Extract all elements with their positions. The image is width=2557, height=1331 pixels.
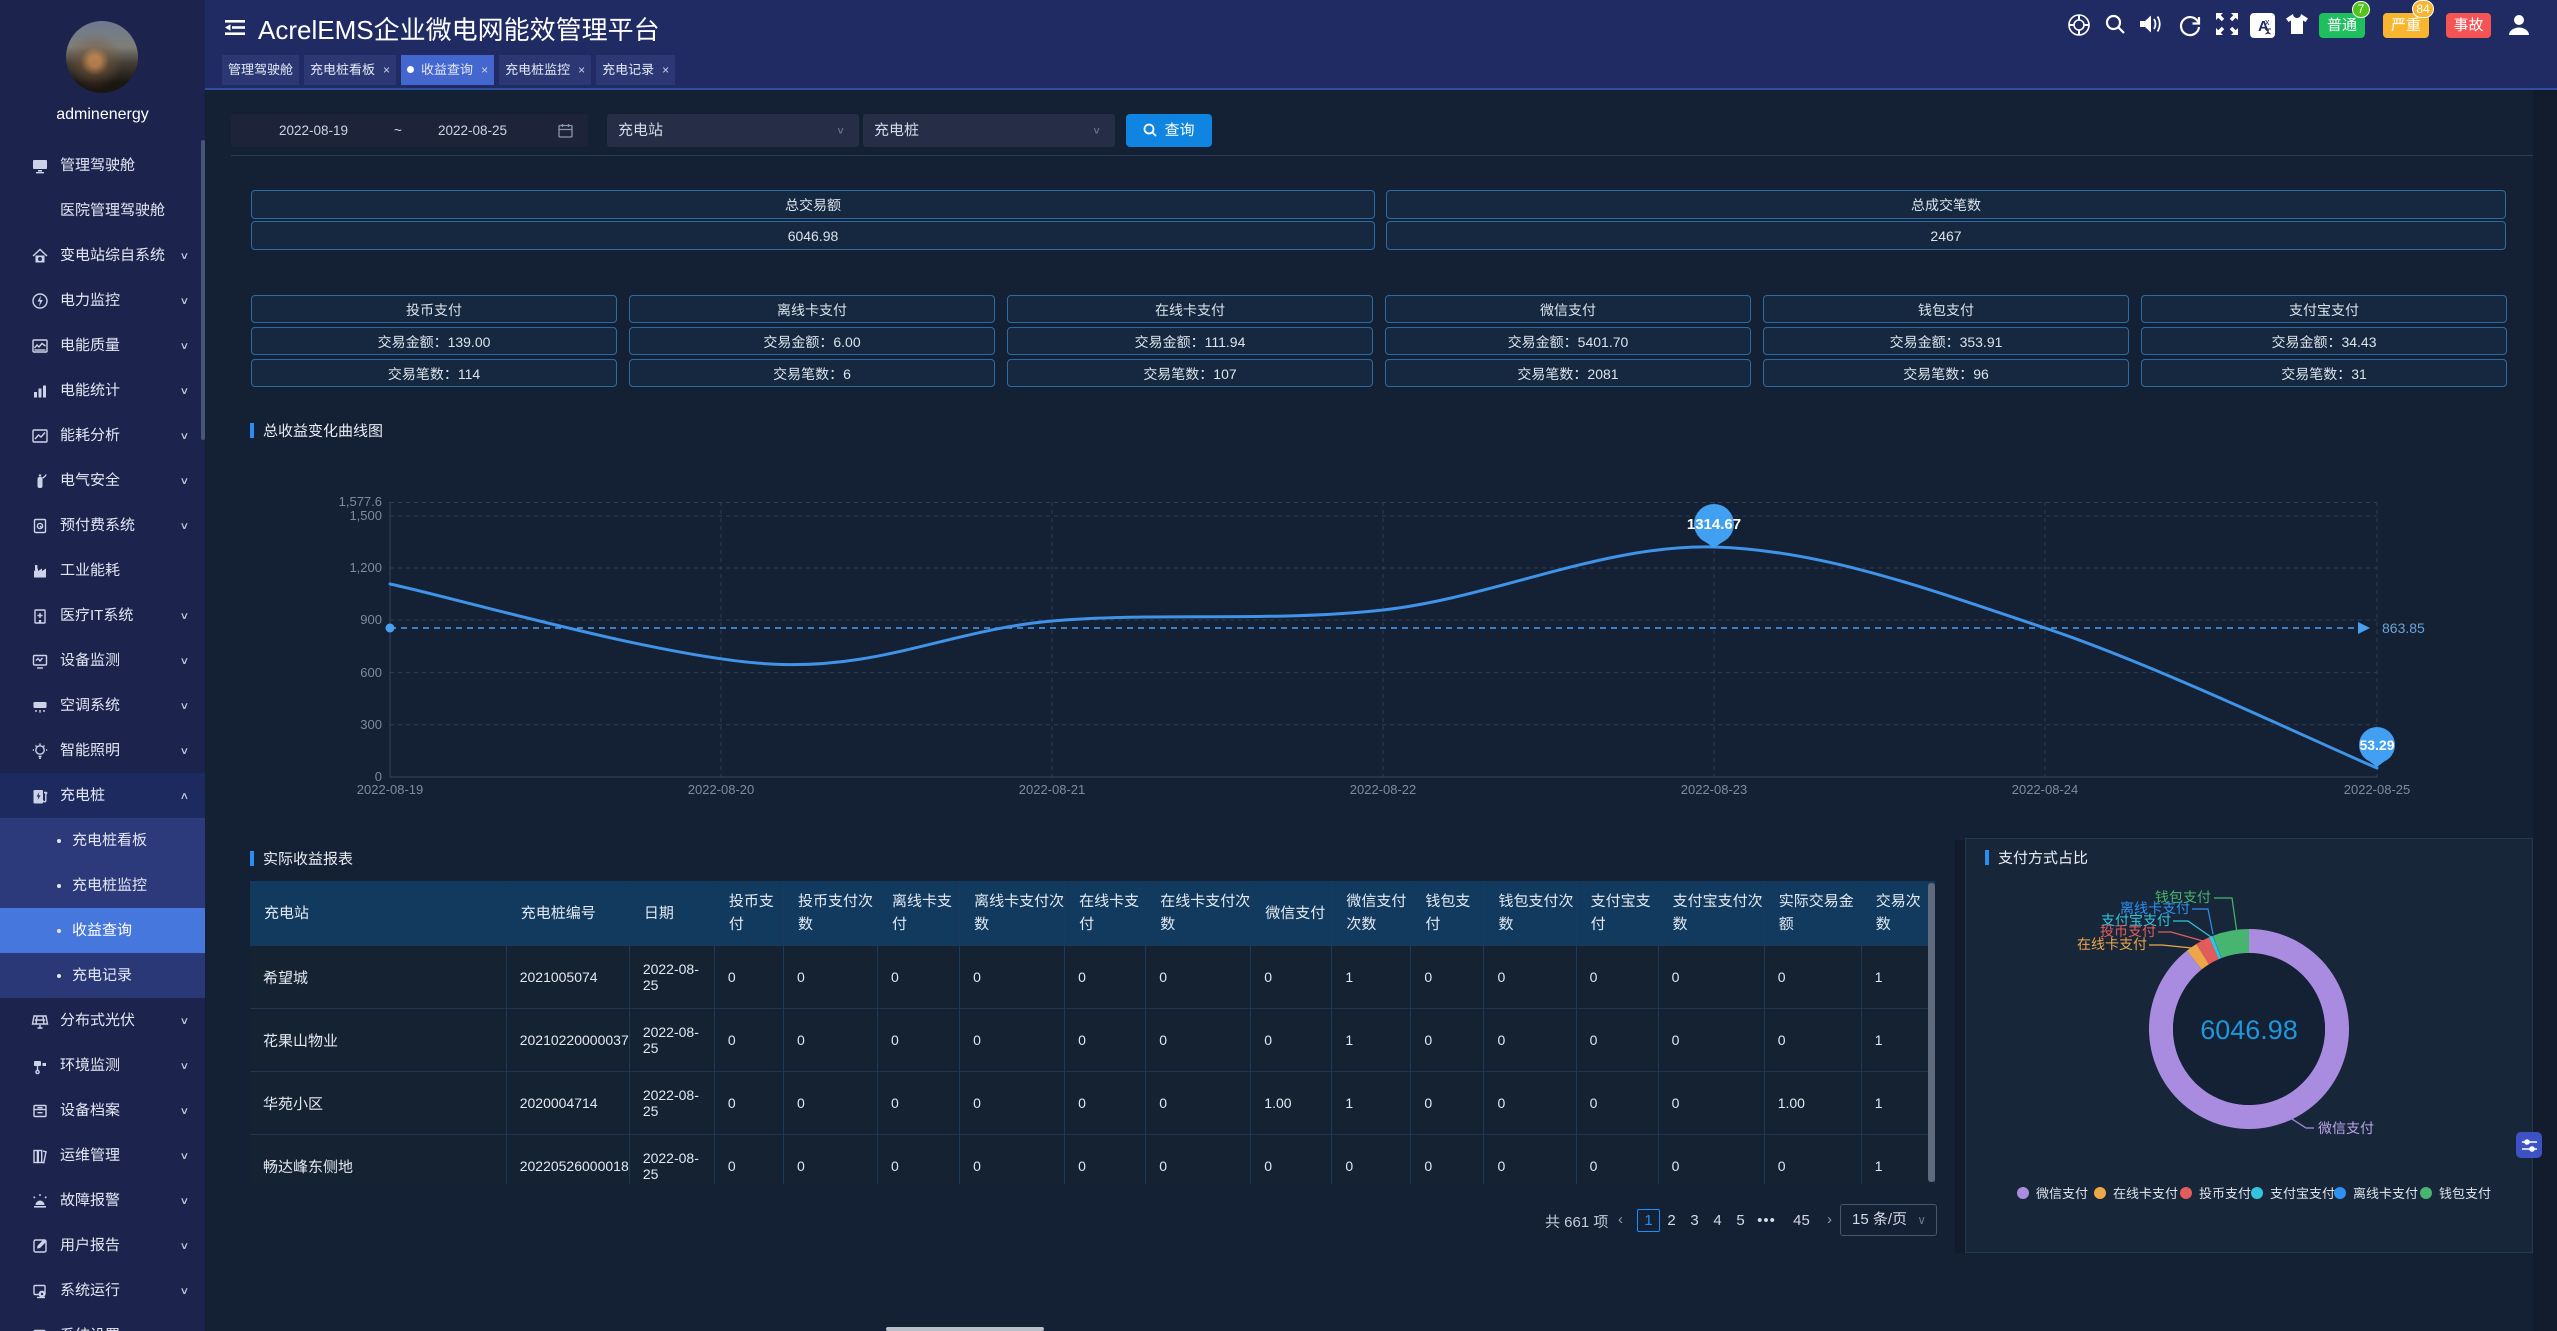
svg-text:300: 300: [360, 717, 382, 732]
svg-text:600: 600: [360, 665, 382, 680]
svg-text:在线卡支付: 在线卡支付: [2077, 936, 2147, 952]
svg-text:1,577.6: 1,577.6: [339, 494, 382, 509]
svg-text:2022-08-24: 2022-08-24: [2012, 782, 2079, 797]
svg-text:0: 0: [375, 769, 382, 784]
svg-text:2022-08-23: 2022-08-23: [1681, 782, 1748, 797]
svg-text:2022-08-20: 2022-08-20: [688, 782, 755, 797]
svg-text:离线卡支付: 离线卡支付: [2120, 900, 2190, 916]
svg-text:x: x: [2265, 17, 2270, 27]
svg-text:1314.67: 1314.67: [1687, 516, 1741, 533]
svg-text:2022-08-25: 2022-08-25: [2344, 782, 2411, 797]
svg-text:投币支付: 投币支付: [2100, 923, 2156, 939]
svg-text:2022-08-22: 2022-08-22: [1350, 782, 1417, 797]
svg-text:微信支付: 微信支付: [2318, 1120, 2374, 1136]
svg-text:53.29: 53.29: [2359, 737, 2394, 753]
svg-text:2022-08-21: 2022-08-21: [1019, 782, 1086, 797]
svg-text:2022-08-19: 2022-08-19: [357, 782, 424, 797]
svg-text:900: 900: [360, 612, 382, 627]
svg-text:863.85: 863.85: [2382, 620, 2425, 636]
svg-text:6046.98: 6046.98: [2200, 1015, 2298, 1045]
svg-text:A: A: [2258, 18, 2269, 35]
svg-text:钱包支付: 钱包支付: [2155, 889, 2211, 905]
svg-text:1,500: 1,500: [349, 508, 382, 523]
svg-text:1,200: 1,200: [349, 560, 382, 575]
svg-text:支付宝支付: 支付宝支付: [2101, 912, 2171, 928]
